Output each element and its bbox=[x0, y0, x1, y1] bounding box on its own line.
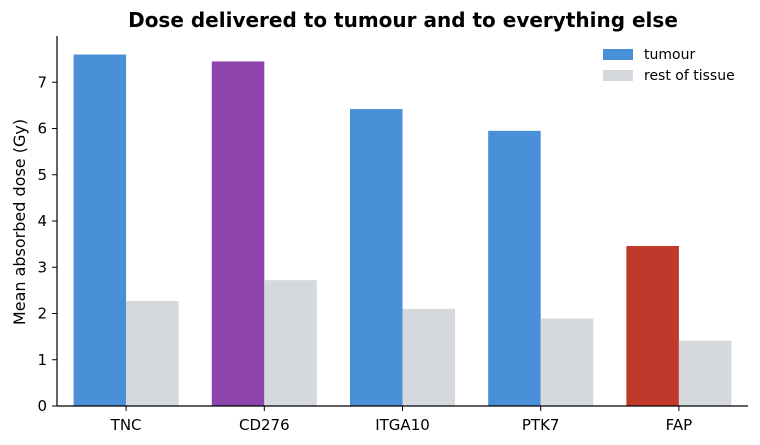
bar-rest-of-tissue-ptk7 bbox=[540, 318, 594, 406]
y-tick-label: 3 bbox=[37, 258, 47, 276]
bar-tumour-cd276 bbox=[211, 61, 265, 406]
legend-swatch-tumour bbox=[603, 49, 633, 60]
bar-rest-of-tissue-fap bbox=[678, 340, 732, 406]
x-tick-label: FAP bbox=[666, 416, 693, 434]
bar-tumour-itga10 bbox=[349, 109, 403, 406]
axes-group: TNC CD276 ITGA10 PTK7 FAP 0 1 2 3 4 5 6 7 bbox=[37, 36, 748, 434]
x-tick-label: ITGA10 bbox=[375, 416, 430, 434]
y-tick-label: 0 bbox=[37, 397, 47, 415]
y-tick-label: 2 bbox=[37, 305, 47, 323]
x-tick-label: CD276 bbox=[239, 416, 290, 434]
bar-rest-of-tissue-cd276 bbox=[264, 280, 317, 406]
bars-group bbox=[73, 54, 732, 407]
legend-swatch-rest-of-tissue bbox=[603, 70, 633, 81]
x-tick-label: TNC bbox=[110, 416, 142, 434]
bar-tumour-fap bbox=[626, 245, 679, 406]
y-tick-label: 7 bbox=[37, 73, 47, 91]
legend: tumour rest of tissue bbox=[603, 47, 735, 84]
y-tick-label: 4 bbox=[37, 212, 47, 230]
y-tick-label: 1 bbox=[37, 351, 47, 369]
y-axis-label: Mean absorbed dose (Gy) bbox=[10, 119, 29, 325]
y-tick-label: 6 bbox=[37, 120, 47, 138]
bar-rest-of-tissue-tnc bbox=[126, 301, 179, 406]
chart-title: Dose delivered to tumour and to everythi… bbox=[128, 8, 678, 32]
y-tick-label: 5 bbox=[37, 166, 47, 184]
legend-label-tumour: tumour bbox=[644, 47, 695, 63]
bar-tumour-tnc bbox=[73, 54, 127, 406]
bar-tumour-ptk7 bbox=[488, 130, 541, 406]
x-tick-label: PTK7 bbox=[522, 416, 560, 434]
bar-rest-of-tissue-itga10 bbox=[402, 308, 456, 407]
legend-label-rest-of-tissue: rest of tissue bbox=[644, 68, 735, 84]
